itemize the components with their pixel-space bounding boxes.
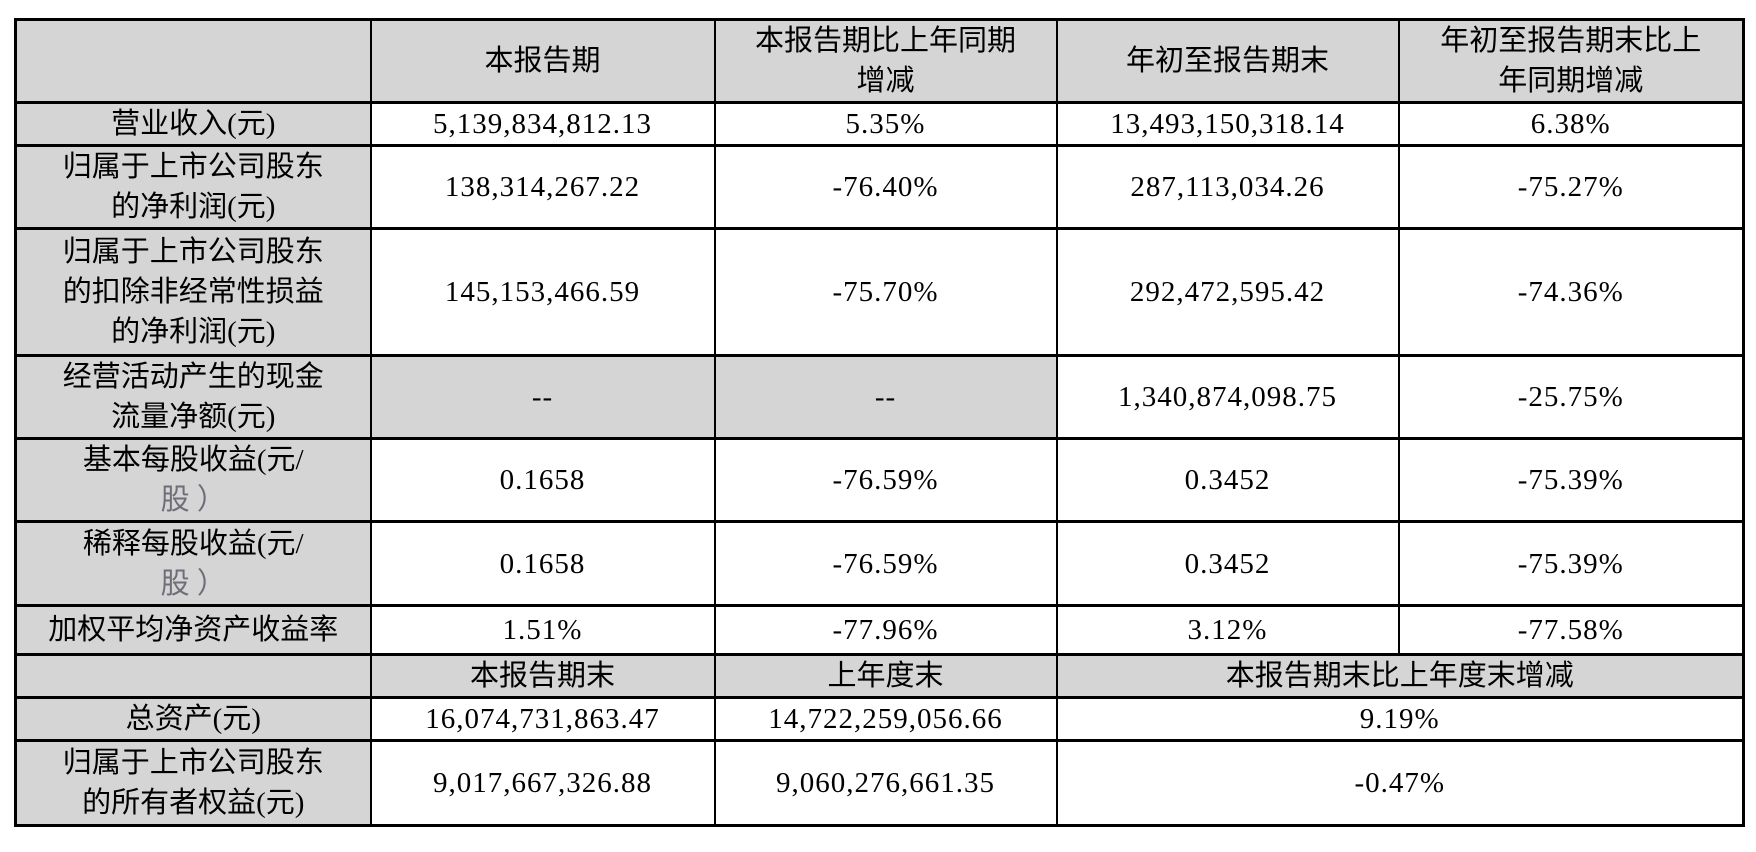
diluted-eps-label-suffix: 股 ）: [160, 567, 226, 600]
header-bottom-corner-cell: [14, 653, 372, 699]
cell-net-profit-excl-ytd: 292,472,595.42: [1055, 227, 1400, 357]
cell-net-profit-yoy: -76.40%: [713, 144, 1058, 230]
row-operating-cash-flow: 经营活动产生的现金 流量净额(元) -- -- 1,340,874,098.75…: [14, 354, 1745, 440]
row-label-weighted-avg-roe: 加权平均净资产收益率: [14, 604, 372, 656]
financial-summary-table: 本报告期 本报告期比上年同期 增减 年初至报告期末 年初至报告期末比上 年同期增…: [14, 18, 1745, 827]
page: { "table": { "header_top": { "corner": "…: [0, 18, 1756, 852]
cell-diluted-eps-current: 0.1658: [369, 520, 716, 607]
cell-basic-eps-ytd-yoy: -75.39%: [1397, 437, 1745, 523]
cell-roe-current: 1.51%: [369, 604, 716, 656]
row-label-net-profit-attributable: 归属于上市公司股东 的净利润(元): [14, 144, 372, 230]
cell-operating-revenue-current: 5,139,834,812.13: [369, 101, 716, 147]
cell-cash-flow-yoy: --: [713, 354, 1058, 440]
header-ytd-yoy-change: 年初至报告期末比上 年同期增减: [1397, 18, 1745, 104]
row-net-profit-excl-nonrecurring: 归属于上市公司股东 的扣除非经常性损益 的净利润(元) 145,153,466.…: [14, 227, 1745, 357]
row-total-assets: 总资产(元) 16,074,731,863.47 14,722,259,056.…: [14, 696, 1745, 742]
cell-roe-ytd: 3.12%: [1055, 604, 1400, 656]
row-label-total-assets: 总资产(元): [14, 696, 372, 742]
header-corner-cell: [14, 18, 372, 104]
cell-roe-yoy: -77.96%: [713, 604, 1058, 656]
cell-net-profit-excl-yoy: -75.70%: [713, 227, 1058, 357]
row-label-equity-attributable: 归属于上市公司股东 的所有者权益(元): [14, 739, 372, 827]
cell-net-profit-excl-current: 145,153,466.59: [369, 227, 716, 357]
diluted-eps-label-main: 稀释每股收益(元/: [82, 527, 304, 560]
basic-eps-label-main: 基本每股收益(元/: [82, 444, 304, 476]
row-basic-eps: 基本每股收益(元/股 ） 0.1658 -76.59% 0.3452 -75.3…: [14, 437, 1745, 523]
cell-cash-flow-current: --: [369, 354, 716, 440]
header-end-of-current-period: 本报告期末: [369, 653, 716, 699]
cell-equity-change: -0.47%: [1055, 739, 1745, 827]
header-year-to-date: 年初至报告期末: [1055, 18, 1400, 104]
row-label-net-profit-excl-nonrecurring: 归属于上市公司股东 的扣除非经常性损益 的净利润(元): [14, 227, 372, 357]
cell-equity-end-of-period: 9,017,667,326.88: [369, 739, 716, 827]
header-current-period: 本报告期: [369, 18, 716, 104]
header-change-vs-last-year-end: 本报告期末比上年度末增减: [1055, 653, 1745, 699]
cell-net-profit-ytd: 287,113,034.26: [1055, 144, 1400, 230]
cell-operating-revenue-yoy: 5.35%: [713, 101, 1058, 147]
header-row-top: 本报告期 本报告期比上年同期 增减 年初至报告期末 年初至报告期末比上 年同期增…: [14, 18, 1745, 104]
row-operating-revenue: 营业收入(元) 5,139,834,812.13 5.35% 13,493,15…: [14, 101, 1745, 147]
cell-net-profit-ytd-yoy: -75.27%: [1397, 144, 1745, 230]
cell-diluted-eps-ytd-yoy: -75.39%: [1397, 520, 1745, 607]
cell-cash-flow-ytd-yoy: -25.75%: [1397, 354, 1745, 440]
cell-basic-eps-current: 0.1658: [369, 437, 716, 523]
row-label-diluted-eps: 稀释每股收益(元/股 ）: [14, 520, 372, 607]
cell-basic-eps-yoy: -76.59%: [713, 437, 1058, 523]
cell-diluted-eps-ytd: 0.3452: [1055, 520, 1400, 607]
cell-roe-ytd-yoy: -77.58%: [1397, 604, 1745, 656]
cell-total-assets-end-of-last-year: 14,722,259,056.66: [713, 696, 1058, 742]
cell-net-profit-excl-ytd-yoy: -74.36%: [1397, 227, 1745, 357]
header-row-bottom: 本报告期末 上年度末 本报告期末比上年度末增减: [14, 653, 1745, 699]
cell-operating-revenue-ytd-yoy: 6.38%: [1397, 101, 1745, 147]
cell-diluted-eps-yoy: -76.59%: [713, 520, 1058, 607]
row-label-operating-cash-flow: 经营活动产生的现金 流量净额(元): [14, 354, 372, 440]
cell-net-profit-current: 138,314,267.22: [369, 144, 716, 230]
row-label-basic-eps: 基本每股收益(元/股 ）: [14, 437, 372, 523]
cell-basic-eps-ytd: 0.3452: [1055, 437, 1400, 523]
basic-eps-label-suffix: 股 ）: [160, 484, 226, 516]
row-diluted-eps: 稀释每股收益(元/股 ） 0.1658 -76.59% 0.3452 -75.3…: [14, 520, 1745, 607]
row-weighted-avg-roe: 加权平均净资产收益率 1.51% -77.96% 3.12% -77.58%: [14, 604, 1745, 656]
header-end-of-last-year: 上年度末: [713, 653, 1058, 699]
cell-operating-revenue-ytd: 13,493,150,318.14: [1055, 101, 1400, 147]
cell-total-assets-end-of-period: 16,074,731,863.47: [369, 696, 716, 742]
row-equity-attributable: 归属于上市公司股东 的所有者权益(元) 9,017,667,326.88 9,0…: [14, 739, 1745, 827]
cell-equity-end-of-last-year: 9,060,276,661.35: [713, 739, 1058, 827]
row-net-profit-attributable: 归属于上市公司股东 的净利润(元) 138,314,267.22 -76.40%…: [14, 144, 1745, 230]
cell-total-assets-change: 9.19%: [1055, 696, 1745, 742]
cell-cash-flow-ytd: 1,340,874,098.75: [1055, 354, 1400, 440]
header-current-period-yoy-change: 本报告期比上年同期 增减: [713, 18, 1058, 104]
row-label-operating-revenue: 营业收入(元): [14, 101, 372, 147]
